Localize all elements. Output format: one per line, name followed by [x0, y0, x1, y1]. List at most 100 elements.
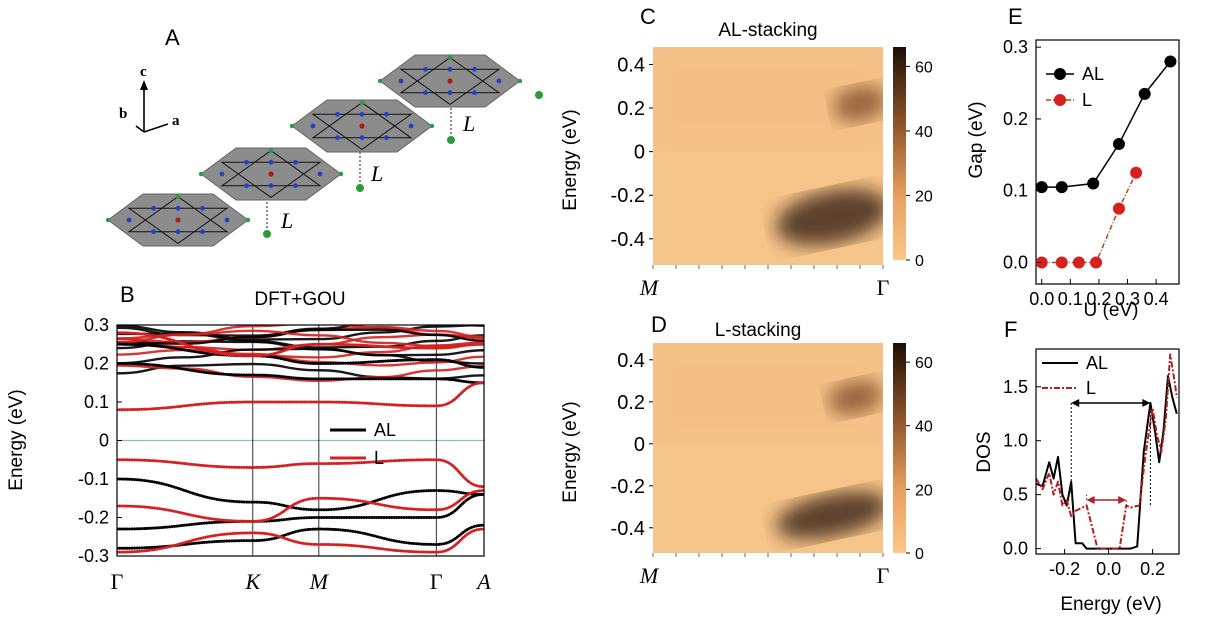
- band-line-al: [117, 477, 484, 512]
- l-heatmap: [653, 343, 883, 553]
- kpoint-label: A: [475, 569, 491, 594]
- panel-b-legend: AL L: [330, 420, 396, 468]
- panel-d-title: L-stacking: [715, 320, 802, 341]
- atom-kagome: [408, 123, 414, 129]
- gap-point-al: [1055, 181, 1068, 194]
- atom-kagome: [359, 111, 365, 117]
- panel-e-frame: [1035, 39, 1180, 285]
- gap-point-l: [1035, 256, 1048, 269]
- heatmap-feature: [775, 491, 883, 539]
- panel-b-ticks: 0.30.20.10-0.1-0.2-0.3Γ K M Γ A: [78, 315, 491, 594]
- atom-kagome: [335, 111, 340, 117]
- x-tick-label: 0.2: [1140, 559, 1165, 579]
- legend-al-label: AL: [374, 420, 396, 440]
- panel-f-frame: [1035, 348, 1180, 555]
- panel-f-ylabel: DOS: [974, 431, 995, 472]
- y-tick-label: 0.0: [1003, 252, 1028, 272]
- legend-l-label: L: [1082, 90, 1092, 110]
- band-core-l: [117, 381, 484, 411]
- x-tick-label: 0.4: [1144, 289, 1169, 309]
- y-tick-label: -0.2: [611, 476, 645, 498]
- gap-arrowhead-right: [1142, 398, 1151, 407]
- atom-kagome: [200, 205, 205, 211]
- atom-corner: [359, 100, 365, 105]
- gap-point-l: [1130, 166, 1143, 179]
- y-tick-label: 1.5: [1003, 377, 1028, 397]
- panel-b-label: B: [120, 282, 135, 307]
- panel-c-label: C: [640, 4, 656, 29]
- y-tick-label: -0.3: [78, 546, 109, 566]
- y-tick-label: 0.4: [617, 350, 645, 372]
- atom-kagome: [175, 205, 181, 211]
- legend-al-label: AL: [1086, 353, 1108, 373]
- kpoint-label: Γ: [111, 569, 124, 594]
- atom-kagome: [224, 217, 230, 223]
- y-tick-label: 0: [634, 434, 645, 456]
- band-core-al: [117, 362, 484, 384]
- atom-corner: [175, 194, 181, 199]
- atom-kagome: [293, 159, 298, 165]
- panel-c-ticks: 0.4 0.2 0 -0.2 -0.4 M Γ: [611, 54, 890, 300]
- atom-kagome: [268, 183, 274, 189]
- atom-kagome: [423, 66, 428, 72]
- gap-arrowhead-left: [1071, 398, 1080, 407]
- atom-kagome: [384, 111, 389, 117]
- b-axis-label: b: [119, 106, 127, 122]
- atom-corner: [198, 171, 204, 177]
- band-core-al: [117, 343, 484, 369]
- band-core-l: [117, 528, 484, 553]
- x-tick-label-m: M: [639, 275, 660, 300]
- atom-kagome: [447, 90, 453, 96]
- y-tick-label: -0.4: [611, 229, 645, 251]
- band-core-l: [117, 458, 484, 488]
- x-tick-label: 0.0: [1096, 559, 1121, 579]
- panel-e-label: E: [1008, 4, 1023, 29]
- band-core-l: [117, 331, 484, 357]
- dos-line-al: [1036, 374, 1178, 550]
- colorbar-tick-label: 0: [915, 253, 924, 270]
- kpoint-label: M: [309, 569, 330, 594]
- heatmap-feature: [775, 188, 883, 246]
- panel-e-xlabel: U (eV): [1084, 300, 1139, 321]
- panel-f-ticks: 1.5 1.0 0.5 0.0 -0.2 0.0 0.2: [1003, 377, 1165, 579]
- panel-b: B DFT+GOU Energy (eV) 0.3 0.2 0.1 0 -0.1 -0.2…: [6, 282, 491, 594]
- gap-point-l: [1055, 256, 1068, 269]
- atom-corner: [447, 55, 453, 60]
- atom-kagome: [317, 171, 323, 177]
- colorbar-tick-label: 20: [915, 188, 933, 205]
- heatmap-feature: [828, 380, 883, 416]
- panel-d-colorbar: 60 40 20 0: [893, 343, 933, 563]
- atom-interlayer: [356, 184, 364, 192]
- x-tick-label: 0.2: [1086, 289, 1111, 309]
- panel-a: A c b a L L L: [105, 25, 543, 247]
- gap-point-al: [1138, 87, 1151, 100]
- atom-kagome: [472, 66, 477, 72]
- gap-line-al: [1041, 61, 1172, 188]
- y-tick-label: 0.2: [1003, 109, 1028, 129]
- atom-kagome: [200, 229, 205, 235]
- y-tick-label: 0.2: [617, 392, 645, 414]
- panel-c-colorbar: 60 40 20 0: [893, 47, 933, 270]
- panel-d-label: D: [651, 312, 667, 337]
- gap-point-al: [1035, 181, 1048, 194]
- colorbar-tick-label: 40: [915, 124, 933, 141]
- atom-kagome: [423, 90, 428, 96]
- kagome-layers: [105, 54, 543, 247]
- colorbar-gradient: [893, 47, 906, 260]
- atom-kagome: [175, 229, 181, 235]
- legend-l-marker: [1054, 94, 1066, 106]
- y-tick-label: -0.2: [611, 185, 645, 207]
- panel-f: F DOS Energy (eV) 1.5 1.0 0.5 0.0 -0.2 0.0 0.2…: [974, 317, 1180, 615]
- x-tick-label-m: M: [639, 563, 660, 588]
- atom-center: [268, 171, 274, 177]
- panel-c-ylabel: Energy (eV): [560, 109, 581, 210]
- dos-line-l: [1036, 353, 1178, 550]
- gap-vs-u-plot: [1035, 55, 1177, 269]
- y-tick-label: 0.3: [84, 315, 109, 335]
- panel-f-legend: AL L: [1042, 353, 1108, 398]
- panel-b-title: DFT+GOU: [254, 289, 345, 310]
- gap-arrowhead-right: [1118, 496, 1127, 505]
- atom-kagome: [244, 183, 249, 189]
- y-tick-label: -0.1: [78, 469, 109, 489]
